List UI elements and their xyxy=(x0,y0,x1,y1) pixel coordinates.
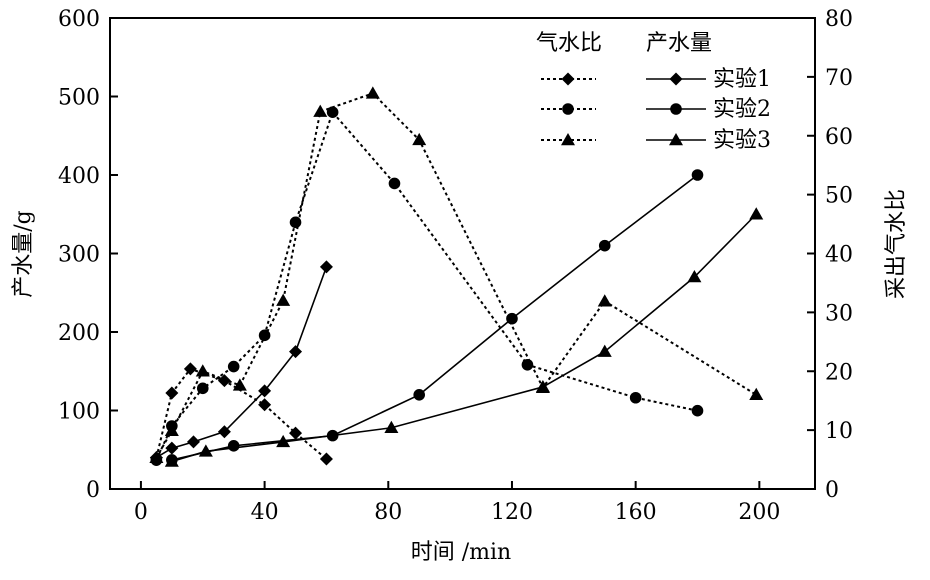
data-point xyxy=(413,389,426,401)
y-left-tick-label: 100 xyxy=(58,400,100,425)
data-point xyxy=(313,104,328,117)
y-right-tick-label: 80 xyxy=(825,7,853,32)
data-point xyxy=(687,270,702,283)
y-right-tick-label: 10 xyxy=(825,419,853,444)
legend-water-marker xyxy=(670,103,682,115)
legend: 气水比 产水量 实验1 实验2 实验3 xyxy=(536,31,771,153)
data-point xyxy=(195,364,210,377)
data-point xyxy=(165,386,179,400)
series-line xyxy=(155,92,757,459)
series-water-exp3 xyxy=(164,207,764,467)
y-right-tick-label: 30 xyxy=(825,301,853,326)
data-point xyxy=(164,423,179,436)
legend-water-marker xyxy=(669,72,683,86)
data-point xyxy=(319,452,333,466)
y-right-tick-label: 50 xyxy=(825,184,853,209)
y-left-tick-label: 600 xyxy=(58,7,100,32)
legend-ratio-marker xyxy=(562,103,574,115)
data-point xyxy=(149,450,164,464)
data-point xyxy=(227,360,240,373)
legend-header-water: 产水量 xyxy=(646,31,712,56)
y-right-tick-label: 0 xyxy=(825,478,839,503)
data-point xyxy=(521,358,534,371)
series-ratio-exp2 xyxy=(150,106,704,466)
data-point xyxy=(749,387,764,401)
series-line xyxy=(171,213,757,463)
y-left-tick-label: 200 xyxy=(58,321,100,346)
data-point xyxy=(217,425,231,439)
x-tick-label: 200 xyxy=(738,500,780,525)
data-point xyxy=(597,344,612,357)
data-point xyxy=(196,382,209,395)
data-point xyxy=(629,391,642,404)
series-water-exp2 xyxy=(166,169,704,466)
data-point xyxy=(276,293,291,306)
series-line xyxy=(155,110,698,461)
data-point xyxy=(598,239,611,252)
legend-label-exp3: 实验3 xyxy=(713,128,771,153)
axes: 0 40 80 120 160 200 0 100 200 300 400 500 600 0 10 20 30… xyxy=(58,7,853,525)
data-point xyxy=(227,440,240,452)
data-point xyxy=(506,312,518,325)
y-right-tick-label: 70 xyxy=(825,66,853,91)
data-point xyxy=(289,426,303,440)
data-point xyxy=(289,216,302,229)
legend-header-ratio: 气水比 xyxy=(536,31,602,56)
x-tick-label: 160 xyxy=(615,500,657,525)
data-point xyxy=(388,177,401,190)
y-left-tick-label: 300 xyxy=(58,243,100,268)
legend-label-exp1: 实验1 xyxy=(713,67,771,92)
data-point xyxy=(749,207,764,220)
series-line xyxy=(155,266,328,459)
data-point xyxy=(217,374,231,388)
data-point xyxy=(319,260,333,274)
legend-water-marker xyxy=(669,133,683,146)
data-point xyxy=(276,434,291,448)
x-tick-label: 120 xyxy=(491,500,533,525)
data-point xyxy=(258,398,272,412)
series-line xyxy=(171,174,698,461)
y-axis-title-right: 采出气水比 xyxy=(884,189,909,299)
data-point xyxy=(183,362,197,376)
data-point xyxy=(535,380,550,393)
x-axis-title: 时间 /min xyxy=(411,540,511,565)
data-point xyxy=(384,420,399,434)
data-point xyxy=(326,106,339,118)
y-left-tick-label: 400 xyxy=(58,164,100,189)
y-right-tick-label: 20 xyxy=(825,360,853,385)
data-point xyxy=(198,444,213,457)
y-right-tick-label: 60 xyxy=(825,125,853,150)
data-point xyxy=(597,294,612,307)
data-point xyxy=(165,441,179,455)
data-point xyxy=(258,384,272,398)
y-axis-title-left: 产水量/g xyxy=(11,210,36,298)
data-point xyxy=(691,169,704,181)
legend-ratio-marker xyxy=(561,133,575,146)
y-left-tick-label: 500 xyxy=(58,86,100,111)
x-tick-label: 40 xyxy=(251,500,279,525)
x-tick-label: 80 xyxy=(374,500,402,525)
data-point xyxy=(164,454,179,467)
data-point xyxy=(365,86,380,99)
legend-label-exp2: 实验2 xyxy=(713,97,771,122)
y-right-tick-label: 40 xyxy=(825,243,853,268)
series-ratio-exp3 xyxy=(149,86,764,464)
data-point xyxy=(186,435,200,449)
data-point xyxy=(691,404,704,417)
series-layer xyxy=(149,86,764,467)
legend-ratio-marker xyxy=(561,72,575,86)
plot-frame xyxy=(109,17,816,490)
data-point xyxy=(289,345,303,359)
data-point xyxy=(412,132,427,146)
data-point xyxy=(232,378,247,391)
y-left-tick-label: 0 xyxy=(86,478,100,503)
x-tick-label: 0 xyxy=(134,500,148,525)
